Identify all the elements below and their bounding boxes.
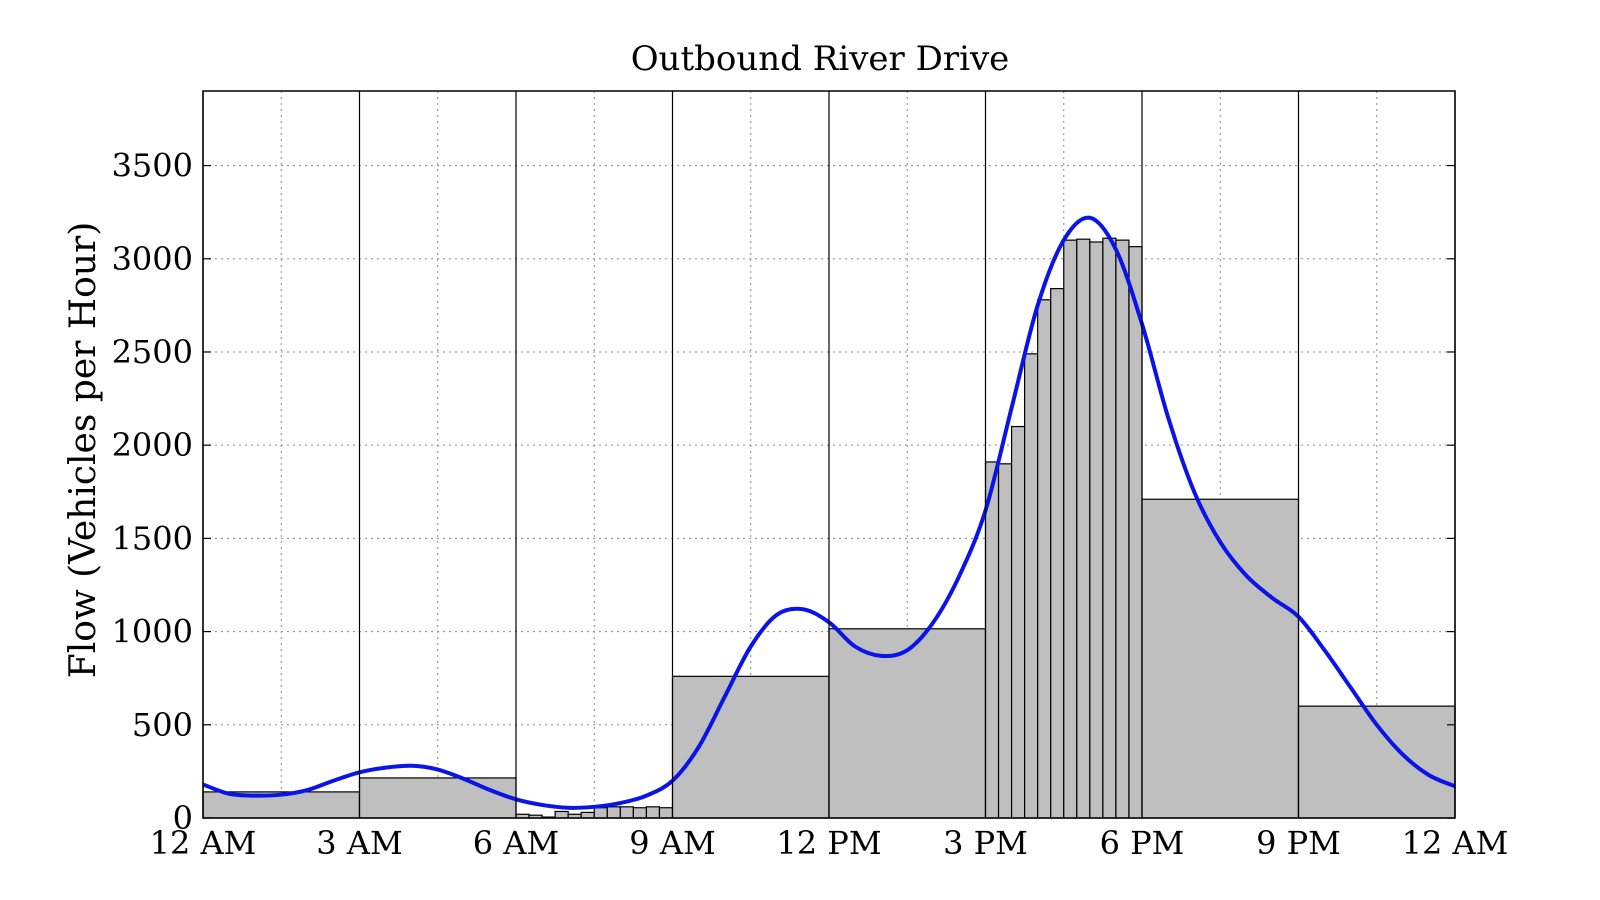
y-tick-label: 1000 — [112, 613, 193, 651]
histogram-bar — [828, 628, 987, 819]
histogram-bar — [593, 807, 608, 819]
y-tick-label: 500 — [132, 706, 193, 744]
x-tick-label: 9 AM — [629, 824, 715, 862]
chart-title: Outbound River Drive — [631, 39, 1010, 79]
histogram-bar — [358, 777, 517, 819]
y-axis-label: Flow (Vehicles per Hour) — [63, 222, 104, 679]
x-tick-label: 12 PM — [776, 824, 881, 862]
x-tick-label: 6 PM — [1100, 824, 1185, 862]
histogram-bar — [1010, 425, 1026, 819]
histogram-bar — [1037, 299, 1052, 819]
x-tick-label: 12 AM — [150, 824, 257, 862]
histogram-bar — [645, 806, 661, 819]
x-tick-label: 3 AM — [316, 824, 402, 862]
x-tick-label: 6 AM — [473, 824, 559, 862]
y-tick-label: 3000 — [112, 240, 193, 278]
histogram-bar — [619, 806, 634, 819]
x-tick-label: 12 AM — [1402, 824, 1509, 862]
histogram-bar — [1024, 353, 1039, 819]
histogram-bar — [1063, 239, 1078, 819]
y-tick-label: 3500 — [112, 147, 193, 185]
y-tick-label: 0 — [173, 799, 193, 837]
histogram-bar — [606, 806, 621, 819]
histogram-bar — [997, 463, 1013, 819]
histogram-bar — [658, 807, 674, 819]
x-tick-label: 9 PM — [1256, 824, 1341, 862]
histogram-bar — [1128, 246, 1143, 819]
y-axis-ticks: 0 500 1000 1500 2000 2500 3000 3500 — [112, 147, 1455, 837]
histogram-bar — [554, 810, 569, 819]
histogram-bar — [1141, 498, 1300, 819]
y-tick-label: 2000 — [112, 426, 193, 464]
histogram-bar — [1115, 239, 1130, 819]
histogram-bar — [984, 461, 1000, 819]
histogram-bar — [580, 811, 595, 819]
histogram-bar — [1076, 238, 1091, 819]
x-axis-ticks: 12 AM 3 AM 6 AM 9 AM 12 PM 3 PM 6 PM 9 PM 12 AM — [150, 91, 1509, 862]
histogram-bar — [671, 675, 830, 819]
histogram-bar — [1089, 241, 1104, 819]
x-tick-label: 3 PM — [943, 824, 1028, 862]
y-tick-label: 2500 — [112, 333, 193, 371]
histogram-bar — [1102, 237, 1117, 819]
histogram-bar — [1050, 287, 1065, 819]
histogram-bar — [632, 807, 648, 819]
bars — [202, 237, 1456, 819]
flow-curve — [202, 215, 1456, 810]
y-tick-label: 1500 — [112, 519, 193, 557]
flow-curve-layer — [202, 215, 1456, 810]
